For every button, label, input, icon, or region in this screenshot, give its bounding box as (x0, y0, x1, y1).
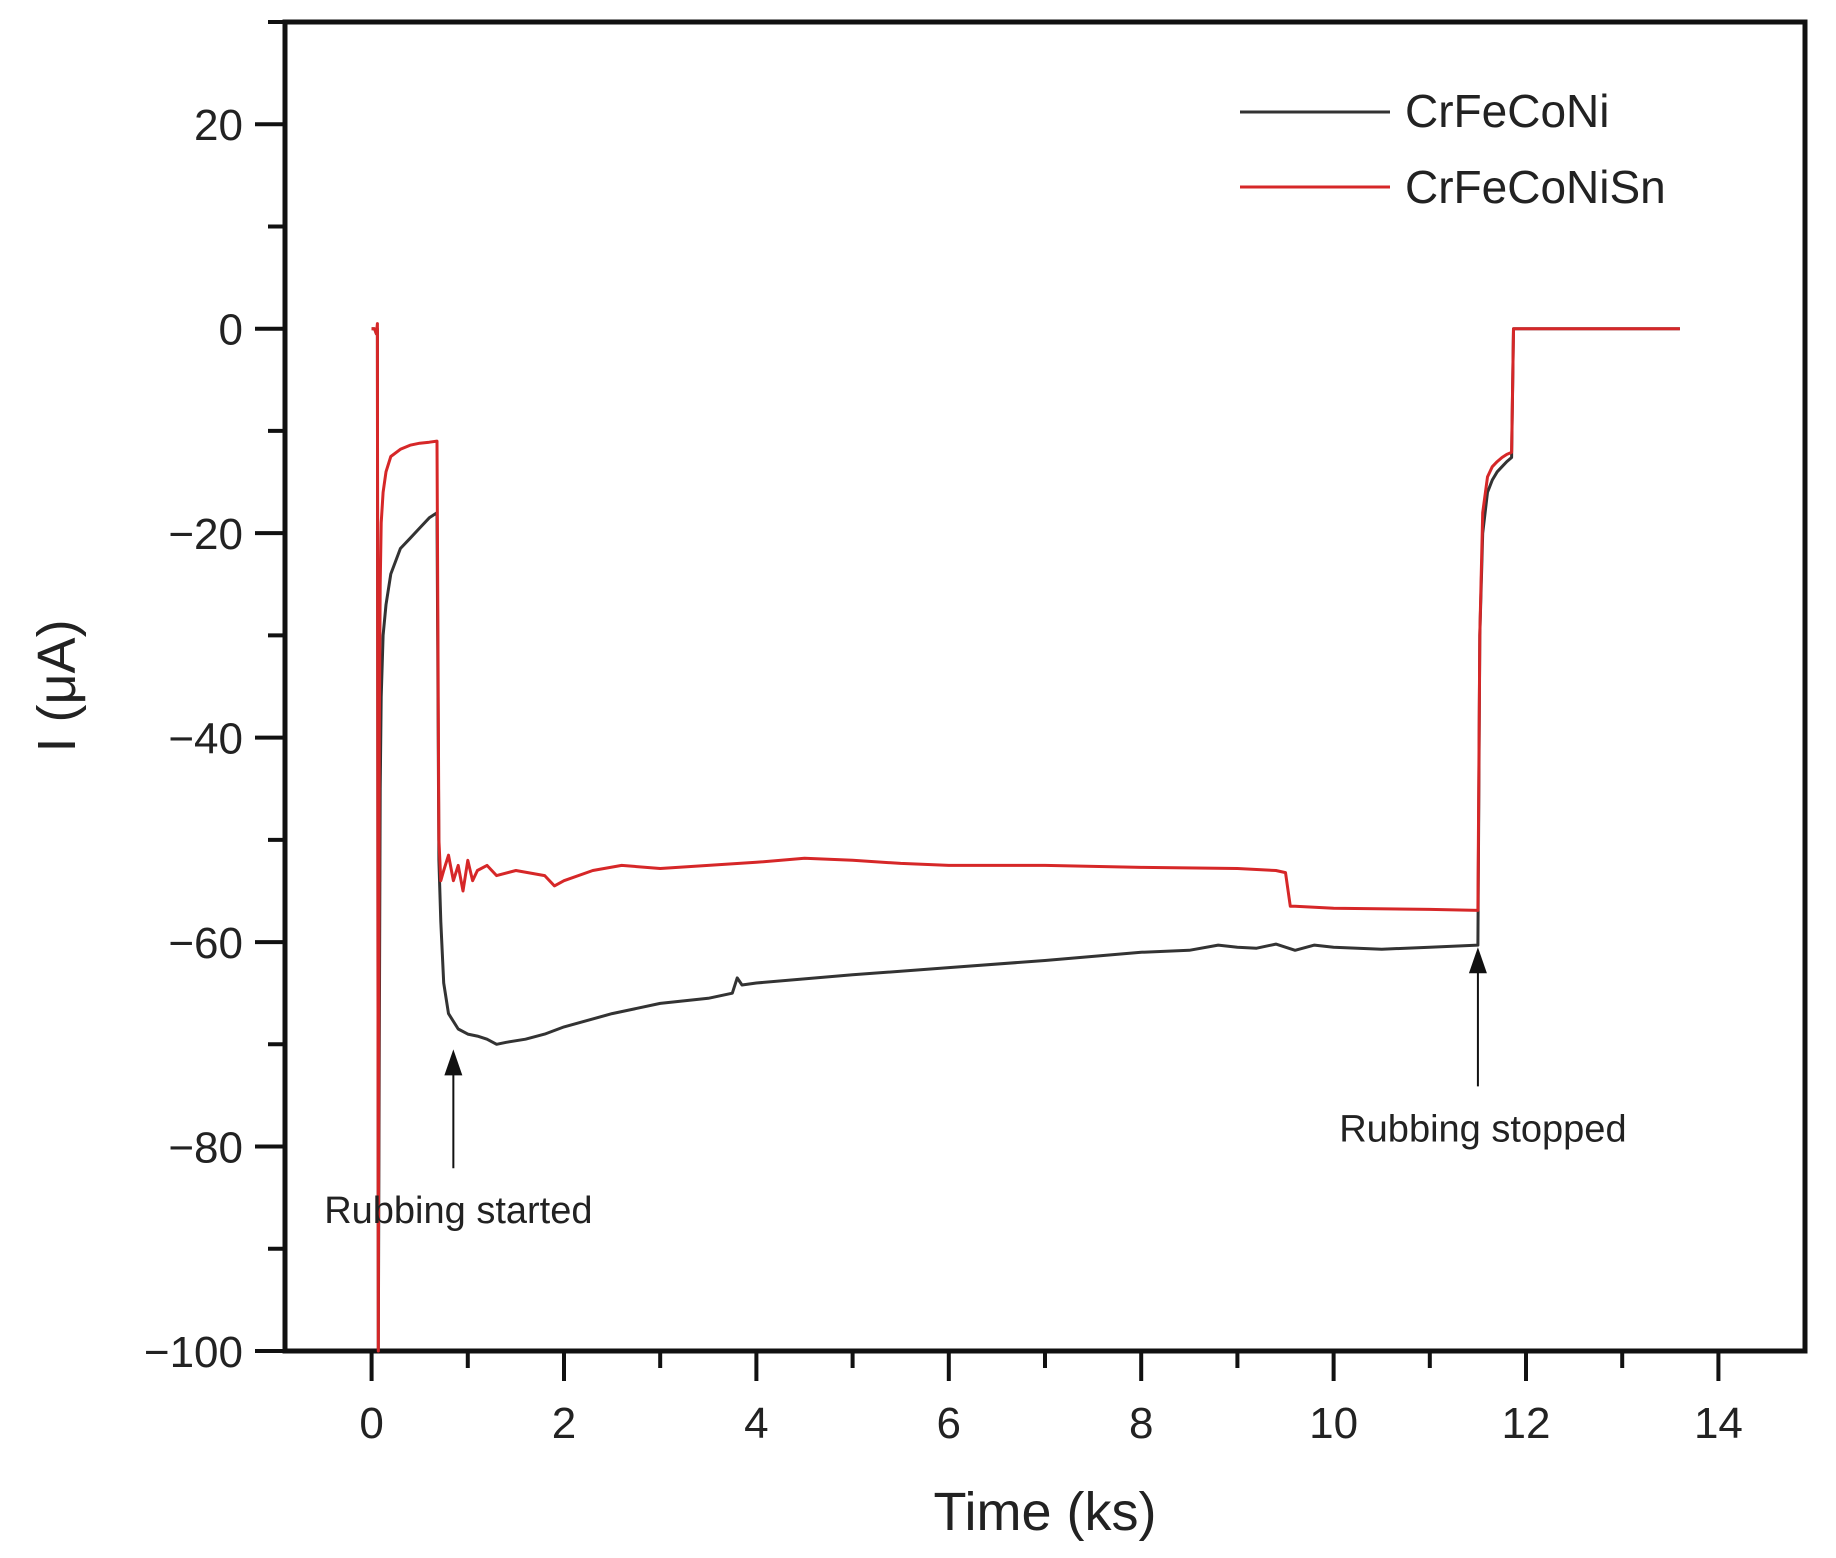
y-tick-label: −100 (144, 1328, 243, 1377)
y-tick-label: −40 (168, 715, 243, 764)
x-axis-label: Time (ks) (934, 1482, 1157, 1542)
x-tick-label: 12 (1502, 1399, 1551, 1448)
legend-label-crfeconi: CrFeCoNi (1405, 85, 1609, 137)
legend-label-crfeconisn: CrFeCoNiSn (1405, 161, 1666, 213)
x-tick-label: 0 (359, 1399, 383, 1448)
legend: CrFeCoNi CrFeCoNiSn (1240, 85, 1666, 213)
series-line-crfeconisn (371, 322, 1680, 1353)
x-tick-label: 6 (937, 1399, 961, 1448)
y-tick-label: −60 (168, 919, 243, 968)
y-tick-label: 0 (219, 306, 243, 355)
y-tick-label: −20 (168, 510, 243, 559)
x-tick-label: 2 (552, 1399, 576, 1448)
y-axis-label: I (μA) (27, 619, 87, 752)
series-line-crfeconi (371, 327, 1680, 1353)
x-tick-label: 8 (1129, 1399, 1153, 1448)
y-tick-label: 20 (194, 101, 243, 150)
x-tick-label: 10 (1309, 1399, 1358, 1448)
series-layer (371, 322, 1680, 1353)
annotations: Rubbing started Rubbing stopped (324, 947, 1627, 1232)
y-axis-ticks: 20 0 −20 −40 −60 −80 −100 (144, 20, 285, 1377)
annotation-arrow-head (1468, 947, 1487, 974)
annotation-label: Rubbing stopped (1339, 1108, 1626, 1150)
annotation-label: Rubbing started (324, 1190, 592, 1232)
x-axis-ticks: 0 2 4 6 8 10 12 14 (359, 1351, 1743, 1448)
x-tick-label: 14 (1694, 1399, 1743, 1448)
x-tick-label: 4 (744, 1399, 768, 1448)
plot-frame (282, 19, 1808, 1354)
annotation-arrow-head (444, 1049, 463, 1076)
y-tick-label: −80 (168, 1124, 243, 1173)
